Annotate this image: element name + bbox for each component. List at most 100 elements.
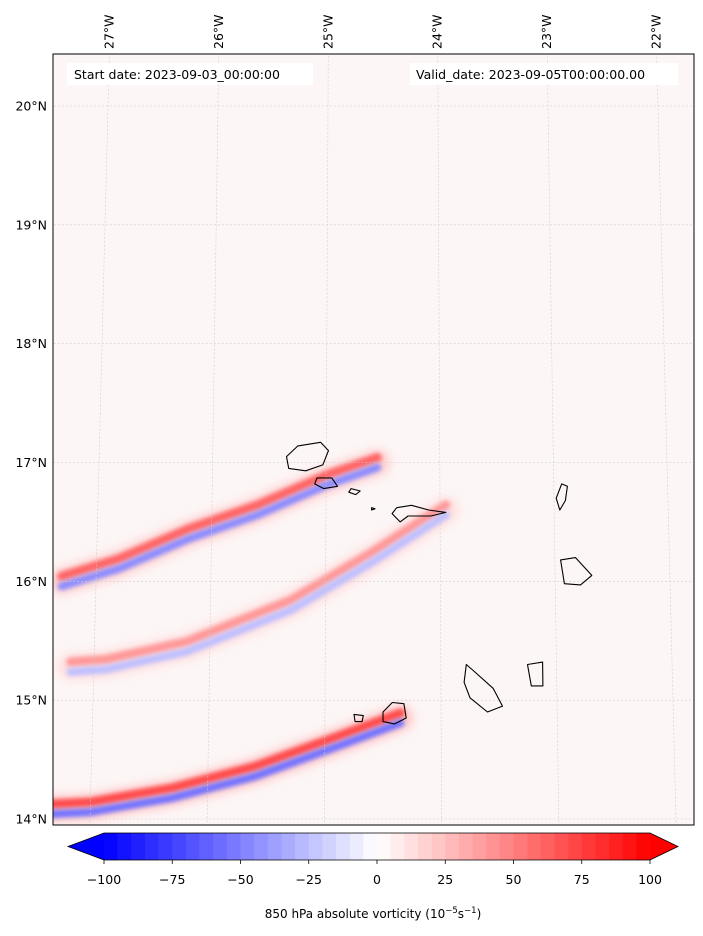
colorbar-title: 850 hPa absolute vorticity (10−5s−1) [265, 906, 482, 921]
start-date-box [67, 63, 313, 85]
island-sao-nicolau [391, 504, 447, 523]
latitude-label: 15°N [15, 693, 47, 708]
colorbar-segment [417, 833, 432, 860]
colorbar-tick-label: −25 [296, 872, 322, 887]
colorbar-segment [636, 833, 651, 860]
colorbar-segment [240, 833, 255, 860]
island-ilheu-raso [371, 507, 376, 511]
vorticity-positive-band [57, 453, 382, 581]
valid-date-box [410, 63, 678, 85]
colorbar-segment [377, 833, 391, 860]
meridian-line [89, 54, 110, 825]
vorticity-negative-band [66, 511, 450, 676]
latitude-label: 20°N [15, 99, 47, 114]
colorbar-segment [172, 833, 187, 860]
colorbar-tick-label: −75 [159, 872, 185, 887]
longitude-label: 23°W [539, 14, 554, 49]
colorbar-segment [595, 833, 610, 860]
map-background [53, 54, 694, 825]
colorbar-segment [527, 833, 542, 860]
vorticity-halo [53, 449, 391, 595]
meridian-line [437, 54, 442, 825]
coastlines [285, 441, 593, 725]
colorbar-segment [226, 833, 241, 860]
island-santa-luzia [348, 488, 361, 496]
colorbar-segment [499, 833, 514, 860]
colorbar-segments [104, 833, 651, 860]
vorticity-positive-band [53, 708, 405, 809]
colorbar: −100 −75 −50 −25 0 25 50 75 100 850 hPa absolute… [66, 832, 679, 921]
colorbar-segment [117, 833, 132, 860]
meridian-line [546, 54, 560, 825]
colorbar-segment [185, 833, 200, 860]
colorbar-tick-label: 75 [574, 872, 590, 887]
colorbar-segment [609, 833, 623, 860]
colorbar-segment [281, 833, 296, 860]
island-santiago [463, 663, 504, 713]
colorbar-extend-min [68, 833, 104, 860]
colorbar-segment [144, 833, 159, 860]
island-fogo [382, 701, 407, 725]
colorbar-segment [390, 833, 405, 860]
colorbar-tick-label: −100 [87, 872, 121, 887]
colorbar-segment [295, 833, 310, 860]
colorbar-tick-label: −50 [227, 872, 253, 887]
colorbar-segment [404, 833, 419, 860]
vorticity-positive-band [66, 500, 451, 667]
colorbar-segment [513, 833, 528, 860]
colorbar-segment [622, 833, 637, 860]
longitude-label: 22°W [649, 14, 664, 49]
colorbar-segment [554, 833, 569, 860]
island-santo-antao [285, 441, 330, 472]
colorbar-segment [458, 833, 473, 860]
island-sao-vicente [314, 477, 339, 490]
island-brava [353, 713, 364, 723]
longitude-label: 25°W [320, 14, 335, 49]
start-date-label: Start date: 2023-09-03_00:00:00 [74, 67, 280, 82]
longitude-label: 24°W [430, 14, 445, 49]
colorbar-tick-label: 100 [638, 872, 662, 887]
colorbar-segment [336, 833, 350, 860]
colorbar-segment [131, 833, 146, 860]
meridian-line [206, 54, 220, 825]
colorbar-segment [213, 833, 228, 860]
island-boa-vista [560, 557, 593, 586]
colorbar-extend-max [650, 833, 678, 860]
colorbar-segment [581, 833, 596, 860]
colorbar-tick-label: 0 [373, 872, 381, 887]
latitude-label: 19°N [15, 217, 47, 232]
latitude-label: 17°N [15, 455, 47, 470]
latitude-labels: 20°N 19°N 18°N 17°N 16°N 15°N 14°N [15, 99, 47, 827]
island-sal [555, 483, 568, 511]
colorbar-segment [104, 833, 118, 860]
vorticity-streak-sao-nicolau-wake [57, 497, 459, 680]
latitude-label: 14°N [15, 812, 47, 827]
longitude-label: 27°W [101, 14, 116, 49]
meridian-line [656, 54, 677, 825]
latitude-label: 18°N [15, 336, 47, 351]
colorbar-segment [445, 833, 460, 860]
colorbar-ticks: −100 −75 −50 −25 0 25 50 75 100 [87, 860, 662, 887]
colorbar-segment [349, 833, 364, 860]
longitude-label: 26°W [211, 14, 226, 49]
colorbar-tick-label: 50 [506, 872, 522, 887]
colorbar-segment [267, 833, 282, 860]
colorbar-segment [363, 833, 378, 860]
colorbar-segment [472, 833, 487, 860]
meridian-line [0, 35, 1, 879]
colorbar-segment [486, 833, 501, 860]
colorbar-segment [568, 833, 583, 860]
colorbar-segment [322, 833, 337, 860]
colorbar-segment [199, 833, 214, 860]
colorbar-segment [431, 833, 446, 860]
colorbar-segment [540, 833, 555, 860]
island-maio [526, 661, 544, 687]
valid-date-label: Valid_date: 2023-09-05T00:00:00.00 [416, 67, 645, 82]
colorbar-segment [254, 833, 269, 860]
vorticity-streak-fogo-wake [53, 705, 414, 823]
longitude-labels: 27°W 26°W 25°W 24°W 23°W 22°W [101, 14, 663, 49]
map-frame [52, 53, 695, 826]
